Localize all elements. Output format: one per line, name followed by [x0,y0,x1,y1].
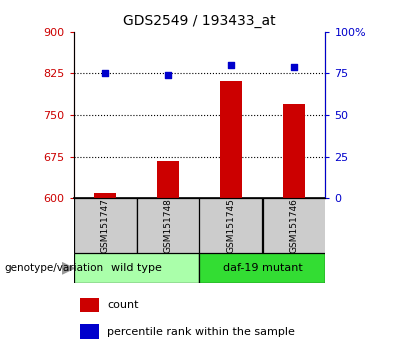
Bar [157,160,179,198]
Point [102,71,108,76]
Bar [220,81,242,198]
Bar [74,198,136,253]
Text: daf-19 mutant: daf-19 mutant [223,263,302,273]
Point [228,62,234,68]
Text: wild type: wild type [111,263,162,273]
Polygon shape [62,263,74,274]
Title: GDS2549 / 193433_at: GDS2549 / 193433_at [123,14,276,28]
Bar [74,253,200,283]
Bar [136,198,200,253]
Text: percentile rank within the sample: percentile rank within the sample [107,327,295,337]
Text: GSM151746: GSM151746 [289,198,299,253]
Text: genotype/variation: genotype/variation [4,263,103,273]
Bar [200,198,262,253]
Text: count: count [107,300,139,310]
Bar [262,198,326,253]
Text: GSM151747: GSM151747 [100,198,110,253]
Bar [80,297,99,312]
Point [291,64,297,70]
Point [165,72,171,78]
Bar [80,324,99,339]
Bar [283,104,305,198]
Text: GSM151748: GSM151748 [163,198,173,253]
Bar [94,193,116,198]
Bar [200,253,326,283]
Text: GSM151745: GSM151745 [226,198,236,253]
